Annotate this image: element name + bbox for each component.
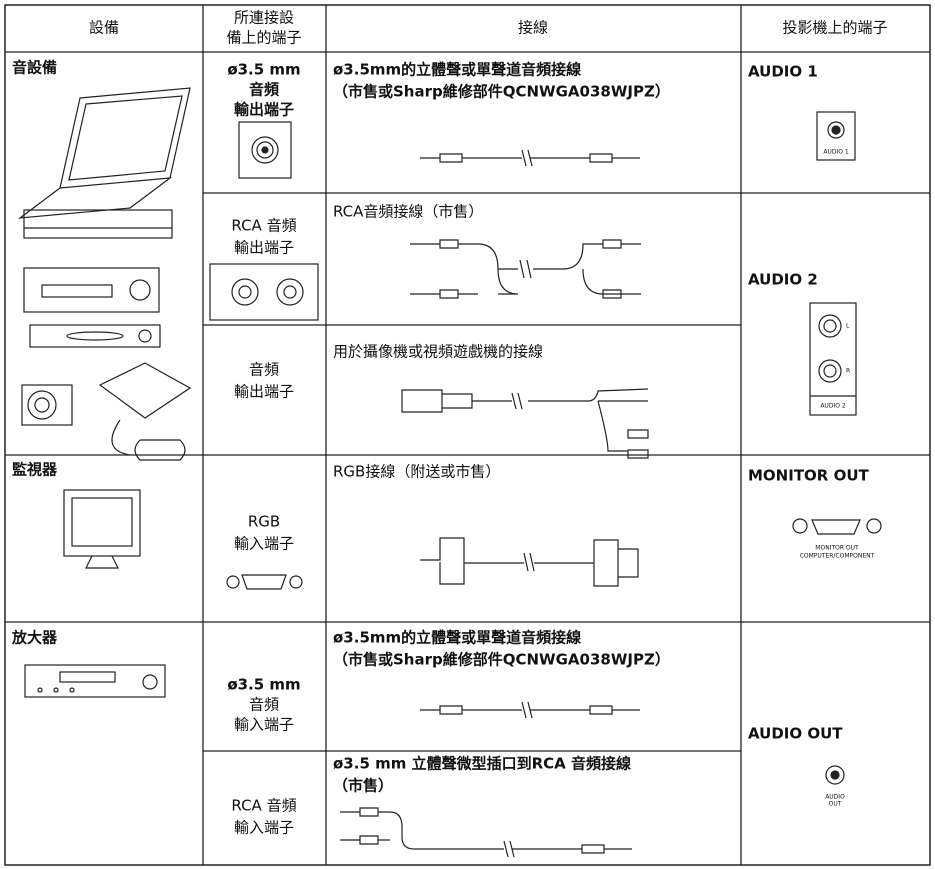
projector-port: AUDIO OUT bbox=[748, 725, 843, 743]
port-text: 輸入端子 bbox=[234, 716, 294, 734]
device-illustration bbox=[17, 87, 192, 698]
port-text: 輸入端子 bbox=[234, 819, 294, 837]
header-port: 備上的端子 bbox=[226, 29, 301, 47]
cable-text: 用於攝像機或視頻遊戲機的接線 bbox=[333, 343, 543, 361]
source-port-icon bbox=[209, 121, 319, 590]
cable-drawing bbox=[340, 149, 649, 858]
port-text: 音頻 bbox=[249, 81, 279, 99]
port-text: ø3.5 mm bbox=[227, 61, 300, 79]
header-projector: 投影機上的端子 bbox=[782, 19, 887, 37]
projector-port: MONITOR OUT bbox=[748, 467, 870, 485]
header-cable: 接線 bbox=[518, 19, 548, 37]
port-label: OUT bbox=[829, 801, 842, 808]
table-grid bbox=[4, 4, 931, 866]
port-text: 音頻 bbox=[249, 696, 279, 714]
port-label: AUDIO bbox=[825, 794, 845, 801]
device-name: 監視器 bbox=[12, 461, 58, 479]
port-text: 輸入端子 bbox=[234, 535, 294, 553]
port-text: ø3.5 mm bbox=[227, 676, 300, 694]
cable-text: ø3.5mm的立體聲或單聲道音頻接線 bbox=[333, 61, 581, 79]
port-icon bbox=[792, 111, 882, 785]
cable-text: （市售） bbox=[333, 777, 393, 795]
port-label: AUDIO 1 bbox=[823, 149, 849, 156]
port-label: L bbox=[846, 323, 850, 330]
device-name: 音設備 bbox=[12, 59, 57, 77]
cable-text: ø3.5mm的立體聲或單聲道音頻接線 bbox=[333, 629, 581, 647]
port-label: COMPUTER/COMPONENT bbox=[800, 553, 875, 560]
projector-port: AUDIO 2 bbox=[748, 271, 818, 289]
port-text: 音頻 bbox=[249, 361, 279, 379]
port-text: 輸出端子 bbox=[234, 239, 294, 257]
port-label: AUDIO 2 bbox=[820, 403, 846, 410]
header-port: 所連接設 bbox=[234, 9, 294, 27]
port-label: R bbox=[846, 368, 850, 375]
port-text: RGB bbox=[248, 513, 280, 531]
device-name: 放大器 bbox=[11, 629, 58, 647]
cable-text: RGB接線（附送或市售） bbox=[333, 463, 500, 481]
projector-port: AUDIO 1 bbox=[748, 63, 818, 81]
cable-text: RCA音頻接線（市售） bbox=[333, 203, 483, 221]
cable-text: （市售或Sharp維修部件QCNWGA038WJPZ） bbox=[333, 651, 670, 669]
cable-text: ø3.5 mm 立體聲微型插口到RCA 音頻接線 bbox=[333, 755, 631, 773]
port-text: 輸出端子 bbox=[234, 383, 294, 401]
header-device: 設備 bbox=[89, 19, 119, 37]
port-text: RCA 音頻 bbox=[231, 797, 296, 815]
port-text: RCA 音頻 bbox=[231, 217, 296, 235]
port-label: MONITOR OUT bbox=[815, 545, 859, 552]
cable-text: （市售或Sharp維修部件QCNWGA038WJPZ） bbox=[333, 83, 670, 101]
port-text: 輸出端子 bbox=[234, 101, 294, 119]
